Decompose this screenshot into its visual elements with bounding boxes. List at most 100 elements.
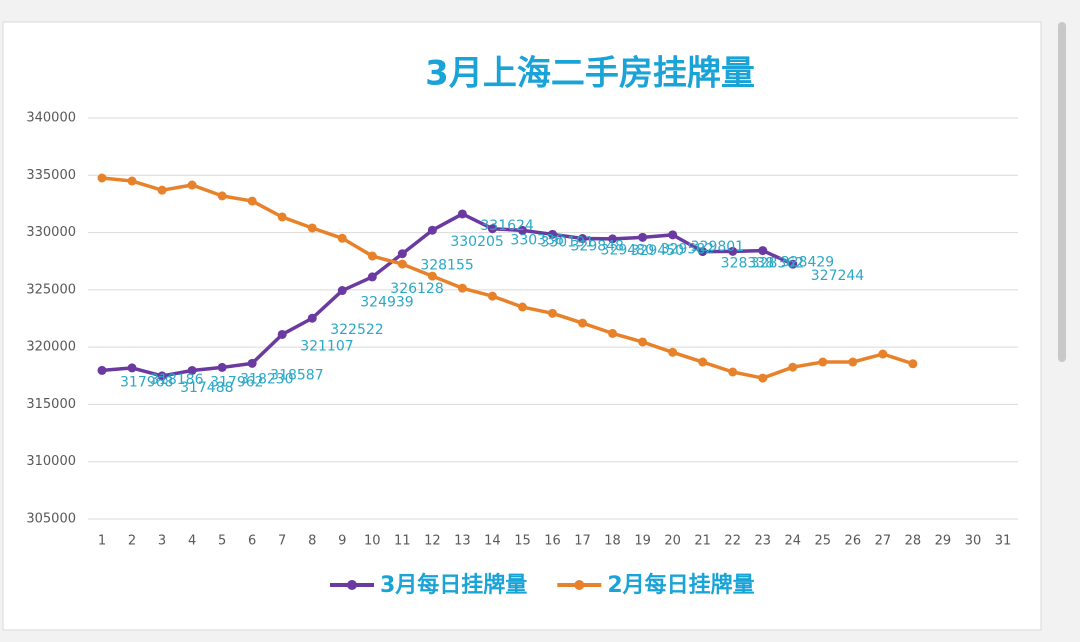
point (908, 359, 918, 369)
x-tick-label: 3 (158, 534, 166, 549)
data-label: 328429 (781, 255, 834, 271)
data-label: 329450 (631, 243, 684, 259)
point (487, 291, 497, 301)
point (127, 363, 137, 373)
point (728, 246, 738, 256)
point (758, 373, 768, 383)
x-tick-label: 23 (754, 534, 771, 549)
data-label: 318186 (150, 372, 204, 388)
x-tick-label: 2 (128, 534, 136, 549)
x-tick-label: 8 (308, 534, 316, 549)
x-tick-label: 28 (905, 534, 922, 549)
point (698, 247, 708, 257)
x-tick-label: 20 (664, 534, 681, 549)
point (427, 225, 437, 235)
x-tick-label: 17 (574, 534, 591, 549)
point (848, 357, 858, 367)
data-label: 317968 (120, 374, 173, 390)
point (307, 313, 317, 323)
series-line (101, 212, 794, 378)
point (788, 362, 798, 372)
x-tick-label: 27 (875, 534, 892, 549)
data-label: 331624 (480, 218, 534, 234)
x-tick-label: 10 (364, 534, 381, 549)
legend-label: 3月每日挂牌量 (380, 572, 527, 598)
point (638, 232, 648, 242)
data-label: 318230 (240, 371, 293, 387)
x-tick-label: 24 (784, 534, 801, 549)
point (157, 185, 167, 195)
chart-title: 3月上海二手房挂牌量 (425, 54, 755, 94)
x-tick-label: 15 (514, 534, 531, 549)
point (307, 223, 317, 233)
point (487, 224, 497, 234)
y-tick-label: 335000 (26, 168, 76, 183)
point (277, 329, 287, 339)
data-label: 321107 (300, 338, 353, 354)
x-tick-label: 13 (454, 534, 471, 549)
data-label: 329582 (661, 241, 714, 257)
data-label: 327244 (811, 268, 865, 284)
data-label: 328155 (420, 258, 473, 274)
x-tick-label: 12 (424, 534, 441, 549)
data-label: 317962 (210, 374, 263, 390)
y-tick-label: 315000 (26, 397, 76, 412)
data-label: 317488 (180, 380, 233, 396)
data-label: 318587 (270, 367, 323, 383)
data-label: 324939 (360, 295, 413, 311)
point (578, 318, 588, 328)
data-label: 326128 (390, 281, 443, 297)
point (247, 358, 257, 368)
point (397, 259, 407, 269)
point (217, 191, 227, 201)
point (157, 371, 167, 381)
x-tick-label: 5 (218, 534, 226, 549)
chart-card (2, 21, 1042, 631)
data-label: 328338 (721, 256, 774, 272)
data-label: 322522 (330, 322, 383, 338)
point (517, 225, 527, 235)
x-tick-label: 4 (188, 534, 196, 549)
x-tick-label: 18 (604, 534, 621, 549)
y-tick-label: 330000 (26, 225, 76, 240)
point (337, 286, 347, 296)
point (367, 251, 377, 261)
point (457, 209, 467, 219)
x-tick-label: 11 (394, 534, 411, 549)
point (698, 357, 708, 367)
x-tick-label: 26 (845, 534, 862, 549)
point (187, 180, 197, 190)
point (578, 234, 588, 244)
x-tick-label: 22 (724, 534, 741, 549)
scrollbar[interactable] (1058, 22, 1066, 362)
x-tick-label: 21 (694, 534, 711, 549)
legend-marker (347, 580, 357, 590)
x-tick-label: 7 (278, 534, 286, 549)
point (758, 246, 768, 256)
point (397, 249, 407, 259)
legend-label: 2月每日挂牌量 (607, 572, 754, 598)
point (668, 347, 678, 357)
x-tick-label: 19 (634, 534, 651, 549)
point (97, 365, 107, 375)
point (217, 362, 227, 372)
point (548, 308, 557, 318)
point (337, 233, 347, 243)
point (608, 234, 618, 244)
point (127, 176, 137, 186)
x-tick-label: 25 (815, 534, 832, 549)
y-tick-label: 305000 (26, 512, 76, 527)
point (608, 328, 618, 338)
x-tick-label: 14 (484, 534, 501, 549)
point (548, 229, 557, 239)
point (427, 271, 437, 281)
y-tick-label: 310000 (26, 454, 76, 469)
point (818, 357, 828, 367)
legend-marker (574, 580, 585, 590)
data-label: 330336 (510, 233, 564, 249)
point (277, 212, 287, 222)
data-label: 330191 (540, 234, 593, 250)
x-tick-label: 29 (935, 534, 952, 549)
x-tick-label: 9 (338, 534, 346, 549)
x-tick-label: 6 (248, 534, 256, 549)
